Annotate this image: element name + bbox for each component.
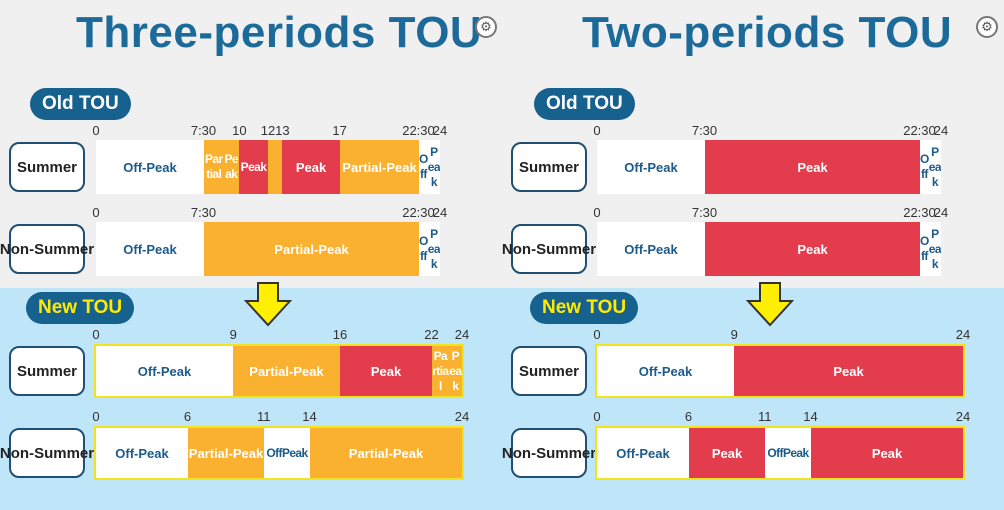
season-label: Summer <box>511 346 587 396</box>
gear-icon[interactable]: ⚙ <box>976 16 998 38</box>
new-tou-tag-right: New TOU <box>530 292 639 324</box>
segment-peak: Peak <box>340 346 432 396</box>
tick-label: 0 <box>593 327 601 342</box>
segment-off-peak: Off-Peak <box>96 222 204 276</box>
season-label: Summer <box>511 142 587 192</box>
tick-label: 24 <box>955 327 971 342</box>
segment-peak: Peak <box>811 428 963 478</box>
tick-label: 0 <box>92 123 100 138</box>
old-tou-tag-right: Old TOU <box>534 88 635 120</box>
season-label: Non- Summer <box>502 428 596 478</box>
segment-partial-peak: Partial-Peak <box>233 346 340 396</box>
segment-partial-peak: Partial-Peak <box>204 222 419 276</box>
segment-off-peak: Off Peak <box>419 222 440 276</box>
segment-off-peak: Off Peak <box>264 428 310 478</box>
tick-label: 22:30 <box>903 123 936 138</box>
tick-label: 7:30 <box>190 123 217 138</box>
tick-label: 0 <box>92 205 100 220</box>
tick-label: 10 <box>232 123 247 138</box>
tou-bar: Off-Peak Peak Off Peak <box>597 222 941 276</box>
season-label: Summer <box>9 142 85 192</box>
tick-label: 14 <box>302 409 317 424</box>
segment-off-peak: Off Peak <box>920 140 941 194</box>
arrow-down-icon <box>746 282 794 327</box>
segment-peak: Peak <box>282 140 340 194</box>
tick-label: 22:30 <box>402 123 435 138</box>
tick-label: 12 <box>260 123 276 138</box>
segment-off-peak: Off-Peak <box>597 428 689 478</box>
segment-partial-peak: Partial-Peak <box>188 428 264 478</box>
segment-off-peak: Off-Peak <box>96 428 188 478</box>
segment-partial-peak: Partial Peak <box>432 346 462 396</box>
season-label: Non- Summer <box>0 224 94 274</box>
tick-label: 11 <box>257 409 271 424</box>
segment-peak: Peak <box>689 428 765 478</box>
tou-bar: Off-Peak Peak Off Peak <box>597 140 941 194</box>
tick-label: 0 <box>92 327 100 342</box>
tou-bar: Off-Peak Partial-Peak Off Peak <box>96 222 440 276</box>
tick-label: 24 <box>432 123 448 138</box>
segment-peak: Peak <box>239 140 268 194</box>
season-label: Non- Summer <box>0 428 94 478</box>
tick-label: 6 <box>684 409 693 424</box>
new-tou-tag-left: New TOU <box>26 292 135 324</box>
tick-label: 0 <box>593 123 601 138</box>
three-periods-title: Three-periods TOU <box>76 8 483 57</box>
tick-label: 7:30 <box>691 123 718 138</box>
tick-label: 11 <box>758 409 772 424</box>
segment-partial-peak: Partial Peak <box>204 140 239 194</box>
season-label: Summer <box>9 346 85 396</box>
tick-label: 9 <box>730 327 738 342</box>
tick-label: 24 <box>454 409 470 424</box>
tick-label: 16 <box>332 327 348 342</box>
segment-off-peak: Off-Peak <box>96 140 204 194</box>
segment-off-peak: Off Peak <box>765 428 811 478</box>
two-periods-title: Two-periods TOU <box>582 8 953 57</box>
gear-icon[interactable]: ⚙ <box>475 16 497 38</box>
tick-label: 0 <box>92 409 100 424</box>
tick-label: 13 <box>275 123 290 138</box>
tick-label: 0 <box>593 409 601 424</box>
tick-label: 24 <box>454 327 470 342</box>
tick-label: 22 <box>424 327 439 342</box>
segment-peak: Peak <box>705 140 920 194</box>
segment-partial-peak: Partial-Peak <box>340 140 419 194</box>
arrow-down-icon <box>244 282 292 327</box>
tick-label: 24 <box>933 205 949 220</box>
segment-off-peak: Off-Peak <box>96 346 233 396</box>
tick-label: 24 <box>933 123 949 138</box>
tick-label: 22:30 <box>903 205 936 220</box>
segment-off-peak: Off Peak <box>419 140 440 194</box>
tick-label: 24 <box>955 409 971 424</box>
tou-bar: Off-Peak Peak Off Peak Peak <box>595 426 965 480</box>
tick-label: 9 <box>229 327 237 342</box>
segment-partial-peak <box>268 140 282 194</box>
old-tou-tag-left: Old TOU <box>30 88 131 120</box>
tick-label: 7:30 <box>691 205 718 220</box>
tick-label: 24 <box>432 205 448 220</box>
tick-label: 14 <box>803 409 818 424</box>
season-label: Non- Summer <box>502 224 596 274</box>
tick-label: 0 <box>593 205 601 220</box>
tick-label: 17 <box>332 123 347 138</box>
tou-bar: Off-Peak Partial-Peak Off Peak Partial-Peak <box>94 426 464 480</box>
segment-peak: Peak <box>705 222 920 276</box>
tou-bar: Off-Peak Partial Peak Peak Peak Partial-Peak O… <box>96 140 440 194</box>
tou-bar: Off-Peak Peak <box>595 344 965 398</box>
tick-label: 6 <box>183 409 192 424</box>
segment-peak: Peak <box>734 346 963 396</box>
tick-label: 7:30 <box>190 205 217 220</box>
segment-off-peak: Off-Peak <box>597 140 705 194</box>
segment-off-peak: Off Peak <box>920 222 941 276</box>
segment-off-peak: Off-Peak <box>597 346 734 396</box>
segment-partial-peak: Partial-Peak <box>310 428 462 478</box>
tick-label: 22:30 <box>402 205 435 220</box>
tou-bar: Off-Peak Partial-Peak Peak Partial Peak <box>94 344 464 398</box>
segment-off-peak: Off-Peak <box>597 222 705 276</box>
